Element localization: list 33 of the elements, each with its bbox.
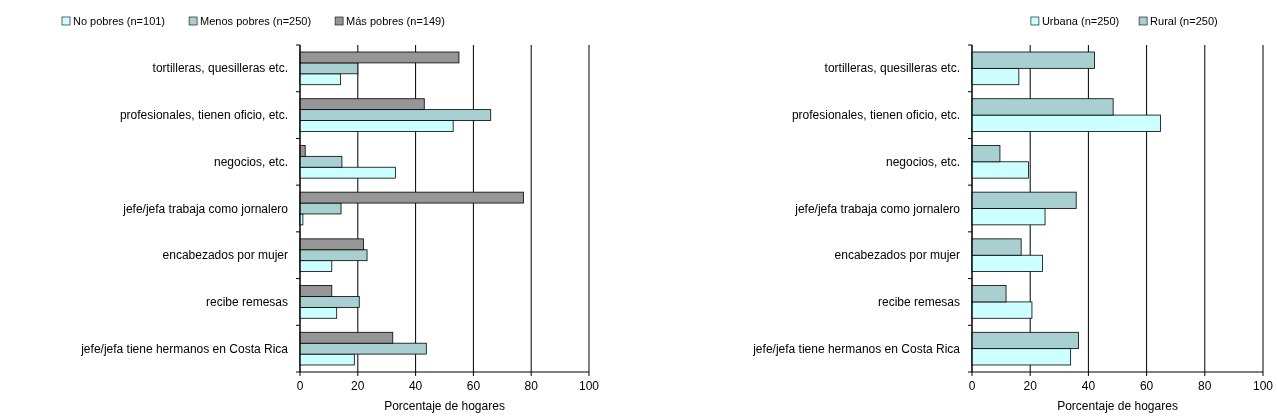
y-tick-label: profesionales, tienen oficio, etc. — [119, 108, 288, 123]
x-tick-label: 20 — [1023, 379, 1038, 393]
y-tick-label: encabezados por mujer — [162, 248, 288, 263]
x-tick-label: 20 — [351, 379, 365, 393]
legend-label: Rural (n=250) — [1150, 15, 1218, 27]
x-tick-label: 100 — [1252, 379, 1274, 393]
y-tick-label: encabezados por mujer — [834, 248, 960, 263]
legend-label: Urbana (n=250) — [1041, 15, 1120, 27]
y-tick-label: jefe/jefa trabaja como jornalero — [122, 201, 289, 216]
y-tick-label: negocios, etc. — [213, 154, 288, 169]
y-tick-label: recibe remesas — [205, 294, 288, 309]
x-tick-label: 40 — [1081, 379, 1096, 393]
x-axis-title: Porcentaje de hogares — [384, 399, 505, 413]
legend-label: Más pobres (n=149) — [346, 15, 445, 27]
y-tick-label: jefe/jefa tiene hermanos en Costa Rica — [80, 341, 289, 356]
y-tick-label: tortilleras, quesilleras etc. — [152, 61, 288, 76]
x-axis-title: Porcentaje de hogares — [1057, 399, 1178, 413]
legend-label: No pobres (n=101) — [73, 15, 166, 27]
x-tick-label: 60 — [466, 379, 481, 393]
y-tick-label: jefe/jefa trabaja como jornalero — [794, 201, 961, 216]
legend-label: Menos pobres (n=250) — [200, 15, 312, 27]
y-tick-label: tortilleras, quesilleras etc. — [824, 61, 960, 76]
x-tick-label: 80 — [1198, 379, 1212, 393]
y-tick-label: jefe/jefa tiene hermanos en Costa Rica — [752, 341, 961, 356]
x-tick-label: 0 — [296, 379, 304, 393]
y-tick-label: recibe remesas — [877, 294, 960, 309]
x-tick-label: 0 — [968, 379, 976, 393]
y-tick-label: negocios, etc. — [885, 154, 960, 169]
x-tick-label: 80 — [524, 379, 539, 393]
x-tick-label: 40 — [408, 379, 423, 393]
x-tick-label: 100 — [578, 379, 600, 393]
x-tick-label: 60 — [1139, 379, 1154, 393]
y-tick-label: profesionales, tienen oficio, etc. — [791, 108, 960, 123]
